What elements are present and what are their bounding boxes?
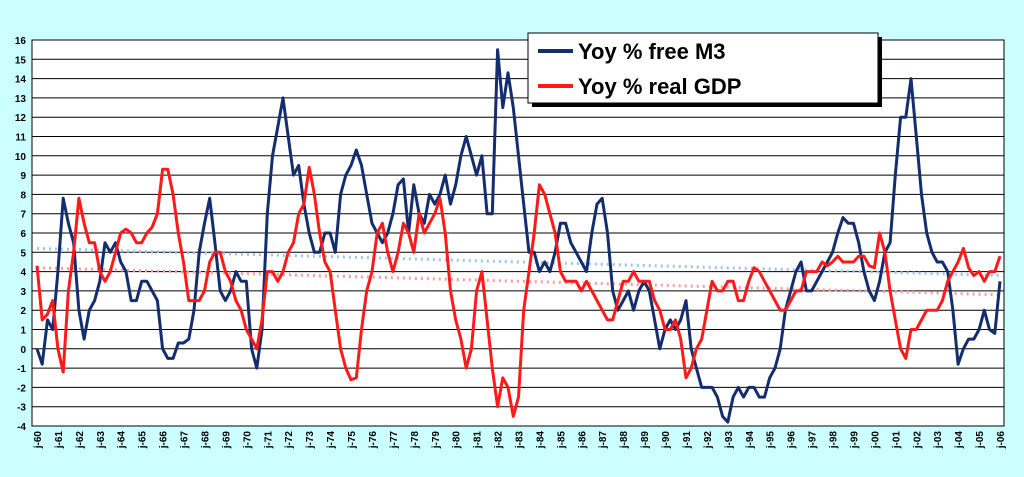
x-tick-label: j-93: [724, 431, 735, 450]
x-tick-label: j-64: [117, 431, 128, 450]
x-tick-label: j-99: [849, 431, 860, 450]
series-line: [35, 48, 1002, 424]
legend-label: Yoy % free M3: [578, 39, 726, 64]
x-tick-label: j-00: [870, 431, 881, 450]
y-tick-label: 16: [15, 36, 27, 47]
y-tick-label: 13: [15, 94, 27, 105]
x-tick-label: j-05: [975, 431, 986, 450]
x-tick-label: j-85: [556, 431, 567, 450]
x-tick-label: j-66: [159, 431, 170, 450]
legend-label: Yoy % real GDP: [578, 74, 741, 99]
x-tick-label: j-65: [138, 431, 149, 450]
x-tick-label: j-82: [494, 431, 505, 450]
x-tick-label: j-68: [200, 431, 211, 450]
x-tick-label: j-03: [933, 431, 944, 450]
x-tick-label: j-69: [221, 431, 232, 450]
x-tick-label: j-96: [787, 431, 798, 450]
x-tick-label: j-67: [180, 431, 191, 450]
x-tick-label: j-70: [242, 431, 253, 450]
y-tick-label: 7: [20, 210, 26, 221]
y-tick-label: 2: [20, 306, 26, 317]
x-tick-label: j-73: [305, 431, 316, 450]
legend: [527, 32, 879, 104]
x-tick-label: j-74: [326, 431, 337, 450]
x-tick-label: j-81: [473, 431, 484, 450]
x-tick-label: j-80: [452, 431, 463, 450]
x-tick-label: j-75: [347, 431, 358, 450]
x-tick-label: j-60: [33, 431, 44, 450]
trend-line: [36, 246, 1001, 277]
y-tick-label: -3: [17, 403, 26, 414]
x-tick-label: j-88: [619, 431, 630, 450]
y-tick-label: -1: [17, 364, 26, 375]
x-tick-label: j-63: [96, 431, 107, 450]
x-tick-label: j-71: [263, 431, 274, 450]
y-tick-label: 9: [20, 171, 26, 182]
x-tick-label: j-62: [75, 431, 86, 450]
x-tick-label: j-98: [829, 431, 840, 450]
y-tick-label: 11: [15, 133, 26, 144]
x-tick-label: j-86: [577, 431, 588, 450]
y-tick-label: 5: [20, 248, 26, 259]
x-tick-label: j-78: [410, 431, 421, 450]
x-tick-label: j-91: [682, 431, 693, 450]
x-tick-label: j-92: [703, 431, 714, 450]
x-tick-label: j-06: [996, 431, 1007, 450]
y-tick-label: 1: [20, 326, 26, 337]
x-tick-label: j-72: [284, 431, 295, 450]
y-tick-label: 10: [15, 152, 27, 163]
y-tick-label: 4: [20, 268, 26, 279]
x-tick-label: j-79: [431, 431, 442, 450]
x-tick-label: j-90: [661, 431, 672, 450]
y-tick-label: 8: [20, 190, 26, 201]
y-tick-label: 3: [20, 287, 26, 298]
trend-line: [36, 266, 1001, 297]
x-tick-label: j-97: [808, 431, 819, 450]
y-tick-label: 6: [20, 229, 26, 240]
y-tick-label: -4: [17, 422, 26, 433]
x-tick-label: j-83: [515, 431, 526, 450]
series-line: [35, 165, 1002, 418]
x-tick-label: j-77: [389, 431, 400, 450]
y-tick-label: 14: [15, 75, 27, 86]
x-tick-label: j-95: [766, 431, 777, 450]
y-tick-label: 0: [20, 345, 26, 356]
y-tick-label: -2: [17, 383, 26, 394]
x-tick-label: j-94: [745, 431, 756, 450]
x-tick-label: j-76: [368, 431, 379, 450]
x-tick-label: j-01: [891, 431, 902, 450]
y-tick-label: 12: [15, 113, 27, 124]
x-tick-label: j-87: [598, 431, 609, 450]
x-tick-label: j-61: [54, 431, 65, 450]
x-tick-label: j-84: [535, 431, 546, 450]
x-tick-label: j-02: [912, 431, 923, 450]
y-tick-label: 15: [15, 55, 27, 66]
x-tick-label: j-04: [954, 431, 965, 450]
x-tick-label: j-89: [640, 431, 651, 450]
